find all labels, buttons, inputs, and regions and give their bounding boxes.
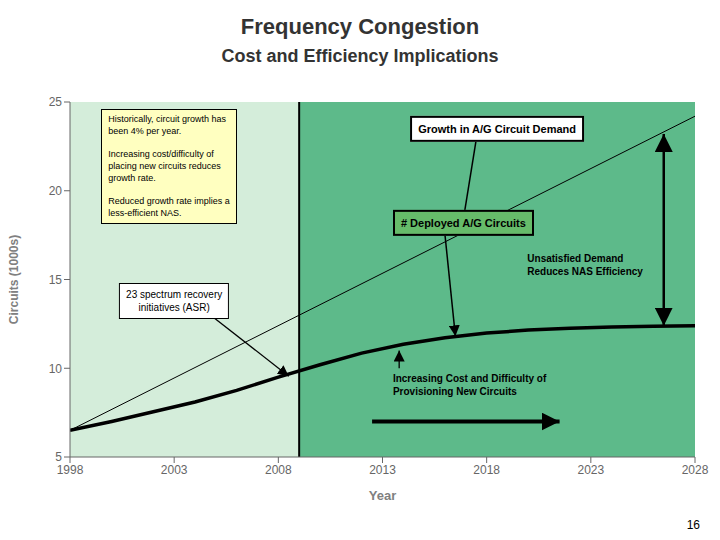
html-text:16: 16 — [686, 518, 700, 532]
html-text:Growth in A/G Circuit Demand: Growth in A/G Circuit Demand — [418, 122, 576, 135]
html-text:Unsatisfied Demand Reduces NAS: Unsatisfied Demand Reduces NAS Efficienc… — [527, 253, 643, 278]
svg-text:2018: 2018 — [473, 463, 500, 477]
svg-text:2003: 2003 — [161, 463, 188, 477]
svg-text:25: 25 — [49, 95, 63, 109]
svg-text:15: 15 — [49, 273, 63, 287]
svg-text:2013: 2013 — [369, 463, 396, 477]
html-text:23 spectrum recovery initiativ: 23 spectrum recovery initiatives (ASR) — [126, 288, 223, 313]
svg-text:1998: 1998 — [57, 463, 84, 477]
html-text:Increasing Cost and Difficulty: Increasing Cost and Difficulty of Provis… — [392, 372, 547, 397]
html-text:Frequency Congestion: Frequency Congestion — [240, 14, 480, 39]
svg-text:2023: 2023 — [577, 463, 604, 477]
html-text:# Deployed A/G Circuits: # Deployed A/G Circuits — [400, 216, 526, 229]
svg-text:Circuits (1000s): Circuits (1000s) — [8, 235, 21, 324]
html-text:Cost and Efficiency Implicatio: Cost and Efficiency Implications — [221, 46, 499, 66]
svg-text:Year: Year — [369, 488, 396, 503]
svg-text:5: 5 — [55, 450, 62, 464]
html-text:Historically, circuit growth h: Historically, circuit growth has been 4%… — [108, 114, 230, 218]
svg-text:2008: 2008 — [265, 463, 292, 477]
svg-text:20: 20 — [49, 184, 63, 198]
svg-text:2028: 2028 — [682, 463, 709, 477]
svg-text:10: 10 — [49, 362, 63, 376]
